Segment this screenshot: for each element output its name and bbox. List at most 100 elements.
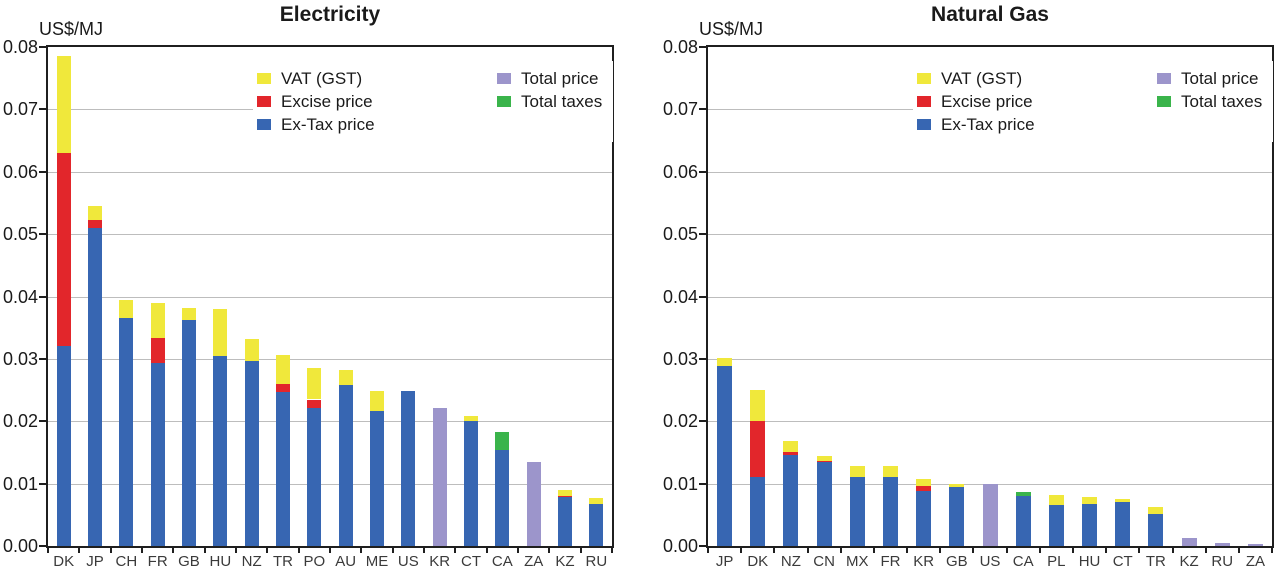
x-axis-label: MX [846,553,869,570]
gridline [708,296,1272,298]
y-axis-tick [39,108,46,111]
legend-item: Total price [497,67,602,90]
bar-KZ-excise [558,496,572,498]
bar-DK-excise [57,153,71,347]
legend-label: Total price [521,68,599,88]
legend-swatch-total-price-icon [497,73,511,84]
legend: VAT (GST) Excise price Ex-Tax price Total p… [253,61,613,142]
x-axis-label: CT [1112,553,1133,570]
legend-swatch-vat-gst-icon [917,73,931,84]
bar-KR-vat [916,479,931,486]
legend-label: VAT (GST) [941,68,1023,88]
bar-NZ-ex-tax [245,361,259,546]
bar-NZ-vat [783,441,798,453]
bar-KR-total-price [433,408,447,546]
bar-ZA-total-price [1248,543,1263,546]
x-axis-tick [773,548,776,553]
legend-label: Excise price [281,91,373,111]
gridline [708,421,1272,423]
bar-RU-ex-tax [589,504,603,546]
bar-CN-excise [817,460,832,463]
bar-ME-vat [370,390,384,411]
y-axis-tick-label: 0.03 [662,348,698,369]
x-axis-label: KR [429,553,451,570]
x-axis-label: RU [585,553,608,570]
bar-KZ-ex-tax [558,497,572,546]
legend-column-1: VAT (GST) Excise price Ex-Tax price [257,67,497,136]
x-axis-tick [454,548,457,553]
y-axis-tick [39,482,46,485]
bar-NZ-vat [245,338,259,362]
x-axis-tick [611,548,613,553]
x-axis-tick [391,548,394,553]
x-axis-tick [1204,548,1207,553]
legend-swatch-excise-price-icon [257,96,271,107]
bar-TR-ex-tax [1148,513,1163,546]
x-axis-label: KZ [555,553,575,570]
y-axis-tick [699,295,706,298]
x-axis-tick [1138,548,1141,553]
x-axis-tick [1171,548,1174,553]
bar-PO-vat [307,367,321,400]
x-axis-label: HU [1078,553,1101,570]
x-axis-label: CA [1012,553,1034,570]
y-axis-tick [699,482,706,485]
bar-NZ-ex-tax [783,454,798,546]
x-axis-tick [740,548,743,553]
y-axis-tick-label: 0.06 [2,161,38,182]
y-axis-tick [699,357,706,360]
x-axis-label: PO [303,553,326,570]
bar-GB-ex-tax [182,320,196,546]
plot-area: VAT (GST) Excise price Ex-Tax price Total p… [706,45,1274,548]
legend-swatch-excise-price-icon [917,96,931,107]
bar-MX-ex-tax [850,476,865,546]
x-axis-tick [579,548,582,553]
bar-KR-excise [916,485,931,491]
x-axis-tick [360,548,363,553]
legend-swatch-total-price-icon [1157,73,1171,84]
bar-DK-vat [750,390,765,422]
bar-FR-ex-tax [883,477,898,546]
x-axis-tick [1071,548,1074,553]
legend-column-2: Total price Total taxes [497,67,602,136]
bar-CA-ex-tax [495,449,509,546]
bar-CT-ex-tax [1115,501,1130,546]
electricity-chart: Electricity US$/MJ VAT (GST) Excise price… [2,3,614,570]
gridline [708,358,1272,360]
legend-swatch-vat-gst-icon [257,73,271,84]
legend-item: Excise price [257,90,497,113]
bar-NZ-excise [783,452,798,455]
x-axis-label: AU [335,553,357,570]
gridline [48,296,612,298]
x-axis-label: PL [1047,553,1066,570]
bar-ZA-total-price [527,461,541,546]
legend-item: Ex-Tax price [257,113,497,136]
bar-CH-ex-tax [119,317,133,546]
legend-column-1: VAT (GST) Excise price Ex-Tax price [917,67,1157,136]
gridline [708,483,1272,485]
y-axis-tick [39,170,46,173]
bar-JP-vat [717,358,732,367]
bar-KZ-vat [558,489,572,497]
bar-CT-vat [1115,498,1130,502]
legend-item: Total price [1157,67,1262,90]
bar-CN-ex-tax [817,462,832,546]
y-axis-tick [39,295,46,298]
x-axis-tick [485,548,488,553]
legend-label: VAT (GST) [281,68,363,88]
bar-TR-vat [1148,506,1163,514]
bar-JP-vat [88,206,102,221]
gridline [708,234,1272,236]
x-axis-tick [839,548,842,553]
x-axis-tick [172,548,175,553]
x-axis-label: CT [460,553,481,570]
x-axis-tick [872,548,875,553]
x-axis-label: CN [813,553,835,570]
bar-CT-vat [464,415,478,422]
bar-CN-vat [817,455,832,461]
bar-CA-total-taxes [1016,491,1031,497]
chart-title: Electricity [279,3,381,26]
x-axis-tick [329,548,331,553]
bar-CA-total-taxes [495,431,509,450]
bar-DK-ex-tax [750,477,765,546]
